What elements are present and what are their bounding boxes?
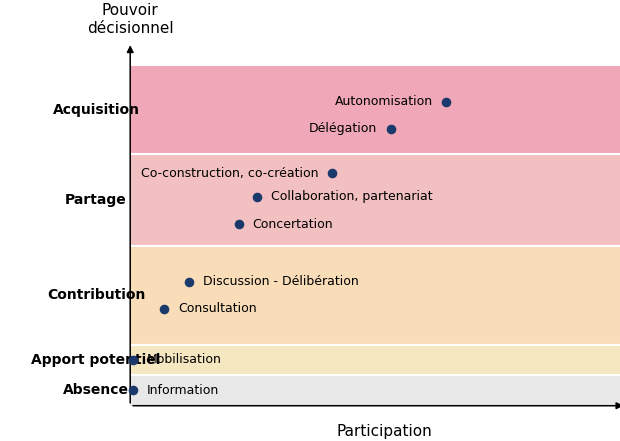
Text: Mobilisation: Mobilisation: [147, 353, 222, 366]
Point: [128, 356, 138, 363]
Bar: [130, 375, 620, 406]
Text: Contribution: Contribution: [47, 288, 145, 303]
Point: [386, 125, 396, 132]
Point: [234, 220, 244, 228]
Point: [184, 278, 194, 285]
Text: Apport potentiel: Apport potentiel: [32, 353, 161, 367]
Text: Discussion - Délibération: Discussion - Délibération: [203, 275, 358, 288]
Point: [128, 387, 138, 394]
Point: [159, 306, 169, 313]
Text: Autonomisation: Autonomisation: [335, 95, 433, 108]
Point: [252, 193, 262, 200]
Text: Consultation: Consultation: [178, 303, 257, 315]
Text: Pouvoir
décisionnel: Pouvoir décisionnel: [87, 3, 174, 36]
Bar: [130, 154, 620, 246]
Text: Information: Information: [147, 384, 219, 397]
Text: Co-construction, co-création: Co-construction, co-création: [141, 167, 318, 179]
Text: Acquisition: Acquisition: [53, 103, 140, 117]
Bar: [130, 344, 620, 375]
Bar: [130, 66, 620, 154]
Bar: [130, 246, 620, 344]
Text: Délégation: Délégation: [309, 123, 377, 135]
Text: Partage: Partage: [65, 193, 127, 207]
Text: Collaboration, partenariat: Collaboration, partenariat: [271, 191, 433, 203]
Point: [327, 170, 337, 177]
Text: Concertation: Concertation: [252, 217, 333, 231]
Text: Participation: Participation: [337, 424, 432, 439]
Text: Absence: Absence: [63, 383, 129, 397]
Point: [441, 98, 451, 105]
